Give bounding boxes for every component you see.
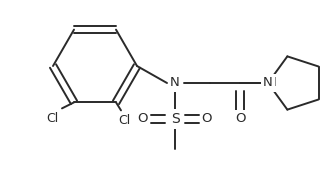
Text: O: O (138, 113, 148, 126)
Text: Cl: Cl (118, 114, 130, 127)
Text: O: O (235, 113, 245, 126)
Text: O: O (202, 113, 212, 126)
Text: Cl: Cl (46, 112, 58, 125)
Text: N: N (267, 76, 277, 89)
Text: N: N (170, 76, 180, 89)
Text: S: S (171, 112, 179, 126)
Text: N: N (263, 76, 273, 89)
